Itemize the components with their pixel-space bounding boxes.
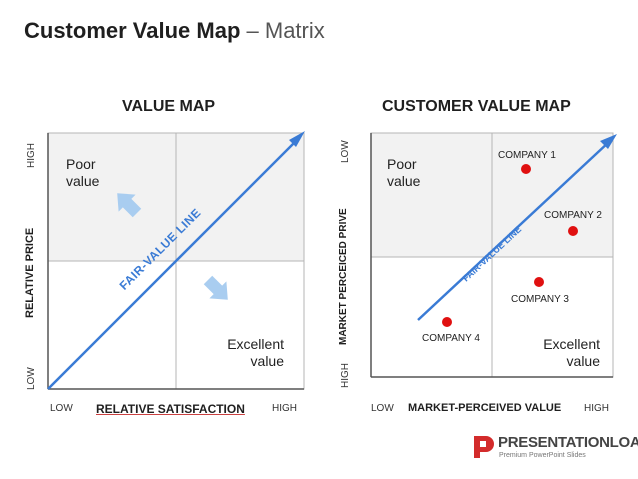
company-3-dot <box>534 277 544 287</box>
cvm-excellent-value-label: Excellent value <box>543 336 600 369</box>
cvm-x-high-label: HIGH <box>584 403 609 414</box>
vm-poor-value-label: Poor value <box>66 156 100 189</box>
vm-arrow-down-right-icon <box>203 275 228 300</box>
company-4-label: COMPANY 4 <box>422 333 480 344</box>
page-title: Customer Value Map – Matrix <box>24 18 325 44</box>
cvm-fair-value-line <box>417 140 611 321</box>
cvm-y-high-label: HIGH <box>340 363 351 388</box>
cvm-header: CUSTOMER VALUE MAP <box>382 98 571 115</box>
cvm-y-axis-label: MARKET PERCEICED PRIVE <box>338 208 349 345</box>
vm-quadrant-top-left <box>48 133 176 261</box>
company-1-label: COMPANY 1 <box>498 150 556 161</box>
cvm-x-low-label: LOW <box>371 403 394 414</box>
company-1-dot <box>521 164 531 174</box>
vm-fair-value-line <box>47 138 299 390</box>
presentationload-logo-icon <box>474 436 494 458</box>
brand-tagline: Premium PowerPoint Slides <box>499 452 586 459</box>
vm-x-axis-label: RELATIVE SATISFACTION <box>96 402 245 416</box>
cvm-x-axis-label: MARKET-PERCEIVED VALUE <box>408 402 562 414</box>
company-3-label: COMPANY 3 <box>511 294 569 305</box>
vm-fair-value-arrowhead <box>289 131 305 147</box>
vm-excellent-value-label: Excellent value <box>227 336 284 369</box>
vm-x-low-label: LOW <box>50 403 73 414</box>
vm-quadrant-bottom-right <box>176 261 304 389</box>
company-4-dot <box>442 317 452 327</box>
company-2-dot <box>568 226 578 236</box>
company-2-label: COMPANY 2 <box>544 210 602 221</box>
cvm-fair-value-arrowhead <box>600 134 617 149</box>
vm-x-high-label: HIGH <box>272 403 297 414</box>
brand-name: PRESENTATIONLOAD <box>498 434 638 451</box>
cvm-y-low-label: LOW <box>340 140 351 163</box>
title-sub: – Matrix <box>246 18 325 43</box>
title-main: Customer Value Map <box>24 18 241 43</box>
cvm-poor-value-label: Poor value <box>387 156 421 189</box>
vm-arrow-up-left-icon <box>117 193 142 218</box>
value-map-header: VALUE MAP <box>122 98 216 115</box>
